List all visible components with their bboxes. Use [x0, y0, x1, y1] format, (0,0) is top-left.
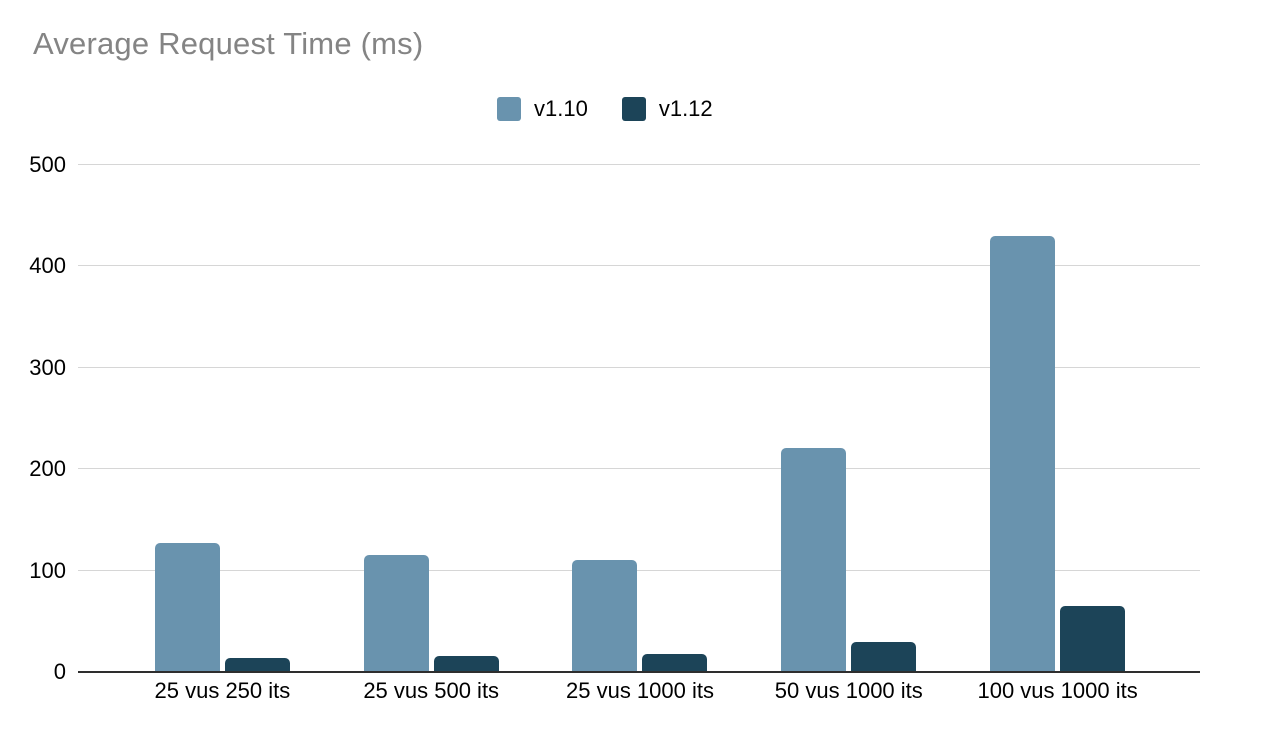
y-axis-label-0: 0 — [53, 659, 66, 684]
bar-group-5 — [953, 165, 1162, 672]
y-axis-labels: 0 100 200 300 400 500 — [0, 154, 66, 683]
bar-group-3 — [536, 165, 745, 672]
x-axis-label-2: 25 vus 500 its — [363, 678, 500, 703]
bar-v1.10-100-vus-1000-its — [990, 235, 1056, 672]
bar-v1.12-25-vus-250-its — [224, 657, 290, 672]
gridline-200 — [78, 468, 1200, 470]
bar-group-4 — [744, 165, 953, 672]
bar-v1.10-25-vus-250-its — [154, 543, 220, 672]
bar-v1.12-25-vus-500-its — [433, 655, 499, 672]
bars-container — [118, 165, 1162, 672]
legend-swatch-v1.10 — [497, 97, 521, 121]
chart-legend: v1.10 v1.12 — [497, 97, 713, 121]
chart-title: Average Request Time (ms) — [33, 26, 424, 61]
x-axis-label-1: 25 vus 250 its — [154, 678, 291, 703]
y-axis-label-100: 100 — [29, 557, 66, 583]
gridline-500 — [78, 164, 1200, 165]
plot-area — [78, 164, 1200, 673]
bar-v1.12-100-vus-1000-its — [1060, 606, 1126, 672]
y-axis-label-500: 500 — [29, 152, 66, 177]
legend-swatch-v1.12 — [621, 97, 646, 121]
bar-v1.12-25-vus-1000-its — [642, 653, 708, 672]
y-axis-label-300: 300 — [29, 354, 66, 380]
x-axis-label-5: 100 vus 1000 its — [977, 678, 1138, 703]
gridline-300 — [78, 366, 1200, 368]
legend-item-v1.12: v1.12 — [621, 96, 713, 121]
bar-group-2 — [327, 165, 536, 672]
bar-group-1 — [118, 165, 327, 672]
x-axis-baseline — [78, 671, 1200, 673]
x-axis-label-3: 25 vus 1000 its — [566, 678, 714, 703]
legend-label: v1.10 — [534, 96, 588, 121]
bar-v1.12-50-vus-1000-its — [851, 641, 917, 672]
y-axis-label-200: 200 — [29, 456, 66, 482]
bar-v1.10-50-vus-1000-its — [781, 447, 847, 672]
bar-v1.10-25-vus-1000-its — [572, 560, 638, 672]
gridline-100 — [78, 569, 1200, 571]
legend-item-v1.10: v1.10 — [497, 97, 588, 121]
legend-label: v1.12 — [658, 96, 713, 121]
gridline-400 — [78, 265, 1200, 267]
x-axis-labels: 25 vus 250 its 25 vus 500 its 25 vus 1000 … — [118, 678, 1162, 703]
y-axis-label-400: 400 — [29, 253, 66, 279]
bar-v1.10-25-vus-500-its — [363, 555, 429, 672]
x-axis-label-4: 50 vus 1000 its — [774, 678, 923, 703]
